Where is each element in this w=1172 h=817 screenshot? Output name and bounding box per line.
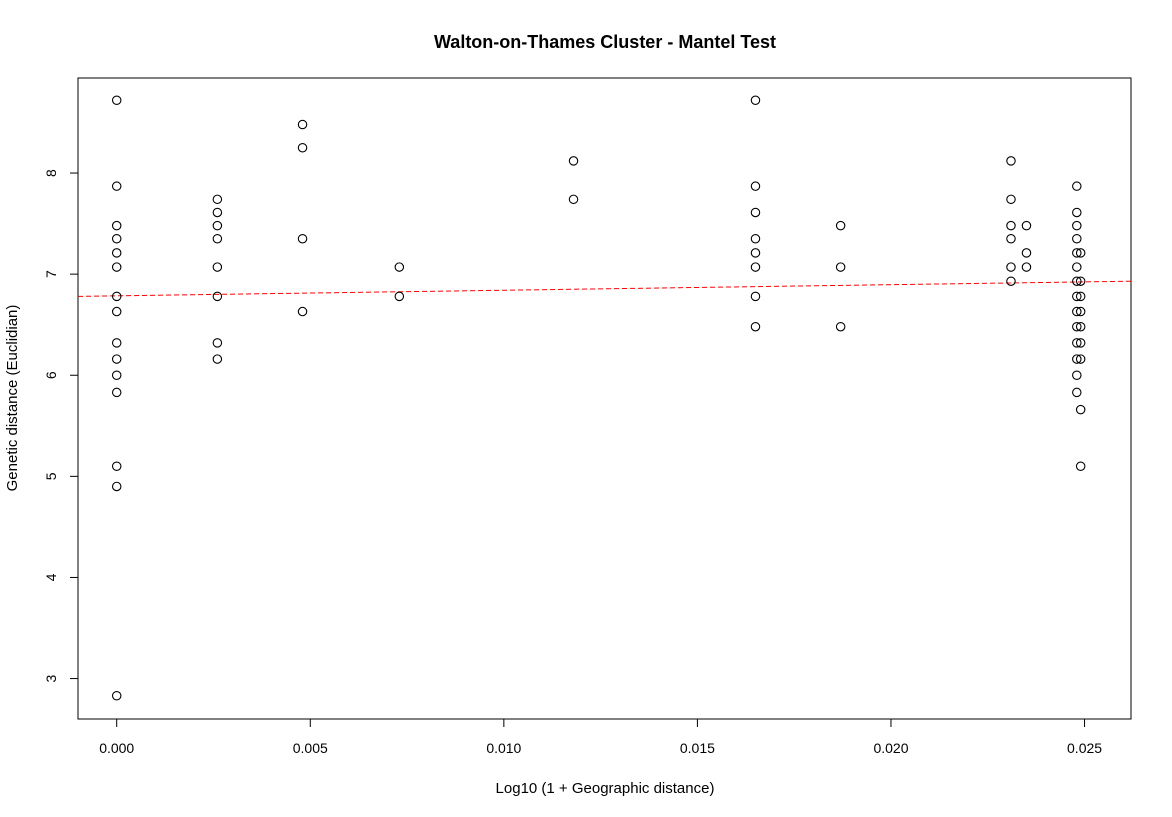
data-point xyxy=(1072,321,1082,332)
data-point xyxy=(212,220,223,231)
data-point xyxy=(1075,404,1086,415)
data-point xyxy=(111,248,122,258)
y-tick-label: 4 xyxy=(43,573,59,581)
data-point xyxy=(1072,234,1082,244)
data-point xyxy=(1006,156,1016,166)
data-point xyxy=(111,234,122,244)
data-point xyxy=(111,338,122,348)
data-point xyxy=(1075,291,1086,302)
data-point xyxy=(1072,181,1082,191)
data-point xyxy=(111,370,122,380)
data-point xyxy=(297,143,308,153)
data-point xyxy=(750,291,761,302)
data-point xyxy=(111,387,122,398)
data-point xyxy=(111,354,122,364)
data-point xyxy=(1006,262,1016,272)
data-point xyxy=(750,262,761,272)
data-point xyxy=(750,234,761,244)
chart-title: Walton-on-Thames Cluster - Mantel Test xyxy=(434,32,776,52)
data-point xyxy=(111,95,122,105)
data-point xyxy=(1006,220,1016,231)
data-point xyxy=(1021,262,1032,272)
y-tick-label: 5 xyxy=(43,472,59,480)
data-point xyxy=(750,95,761,105)
data-point xyxy=(1075,321,1086,332)
data-point xyxy=(1075,461,1086,471)
data-point xyxy=(1021,248,1032,258)
y-tick-label: 8 xyxy=(43,169,59,177)
y-tick-label: 7 xyxy=(43,270,59,278)
data-point xyxy=(111,306,122,317)
regression-line-group xyxy=(77,280,1132,297)
y-tick-label: 3 xyxy=(43,674,59,682)
data-point xyxy=(212,194,223,205)
data-point xyxy=(750,248,761,258)
x-axis-label: Log10 (1 + Geographic distance) xyxy=(496,780,715,797)
data-point xyxy=(297,119,308,130)
data-point xyxy=(750,321,761,332)
data-point xyxy=(1072,291,1082,302)
data-point xyxy=(1006,276,1016,286)
data-point xyxy=(297,234,308,244)
data-point xyxy=(111,220,122,231)
data-point xyxy=(1006,234,1016,244)
data-point xyxy=(111,481,122,492)
data-point xyxy=(394,262,405,272)
data-point xyxy=(297,306,308,317)
x-tick-label: 0.000 xyxy=(99,740,134,756)
data-point xyxy=(212,234,223,244)
data-point xyxy=(1072,276,1082,286)
y-axis-label: Genetic distance (Euclidian) xyxy=(4,305,21,492)
data-point xyxy=(1072,306,1082,317)
data-point xyxy=(212,262,223,272)
y-axis: 3 4 5 6 7 8 xyxy=(43,169,79,682)
data-point xyxy=(1021,220,1032,231)
x-tick-label: 0.005 xyxy=(293,740,328,756)
data-point xyxy=(750,207,761,218)
data-point xyxy=(1072,370,1082,380)
plot-area-frame xyxy=(77,77,1132,720)
data-point xyxy=(1075,354,1086,364)
data-point xyxy=(568,156,579,166)
data-point xyxy=(1006,194,1016,205)
data-point xyxy=(1072,354,1082,364)
data-point xyxy=(568,194,579,205)
data-point xyxy=(111,291,122,302)
regression-line xyxy=(77,280,1132,297)
x-tick-label: 0.010 xyxy=(486,740,521,756)
x-axis: 0.000 0.005 0.010 0.015 0.020 0.025 xyxy=(99,718,1102,756)
x-tick-label: 0.020 xyxy=(873,740,908,756)
data-point xyxy=(111,262,122,272)
data-point xyxy=(111,461,122,471)
data-point xyxy=(212,291,223,302)
data-point xyxy=(1072,248,1082,258)
data-point xyxy=(111,181,122,191)
data-point xyxy=(835,262,846,272)
x-tick-label: 0.015 xyxy=(680,740,715,756)
data-point xyxy=(1075,248,1086,258)
y-tick-label: 6 xyxy=(43,371,59,379)
data-point xyxy=(750,181,761,191)
data-point xyxy=(1072,207,1082,218)
data-point xyxy=(1075,338,1086,348)
data-point xyxy=(394,291,405,302)
data-point xyxy=(835,220,846,231)
data-point xyxy=(1075,276,1086,286)
data-point xyxy=(1072,262,1082,272)
data-points xyxy=(111,95,1086,701)
data-point xyxy=(1072,338,1082,348)
x-tick-label: 0.025 xyxy=(1067,740,1102,756)
data-point xyxy=(1072,220,1082,231)
data-point xyxy=(1075,306,1086,317)
data-point xyxy=(1072,387,1082,398)
data-point xyxy=(212,207,223,218)
data-point xyxy=(212,338,223,348)
data-point xyxy=(111,690,122,701)
data-point xyxy=(212,354,223,364)
data-point xyxy=(835,321,846,332)
